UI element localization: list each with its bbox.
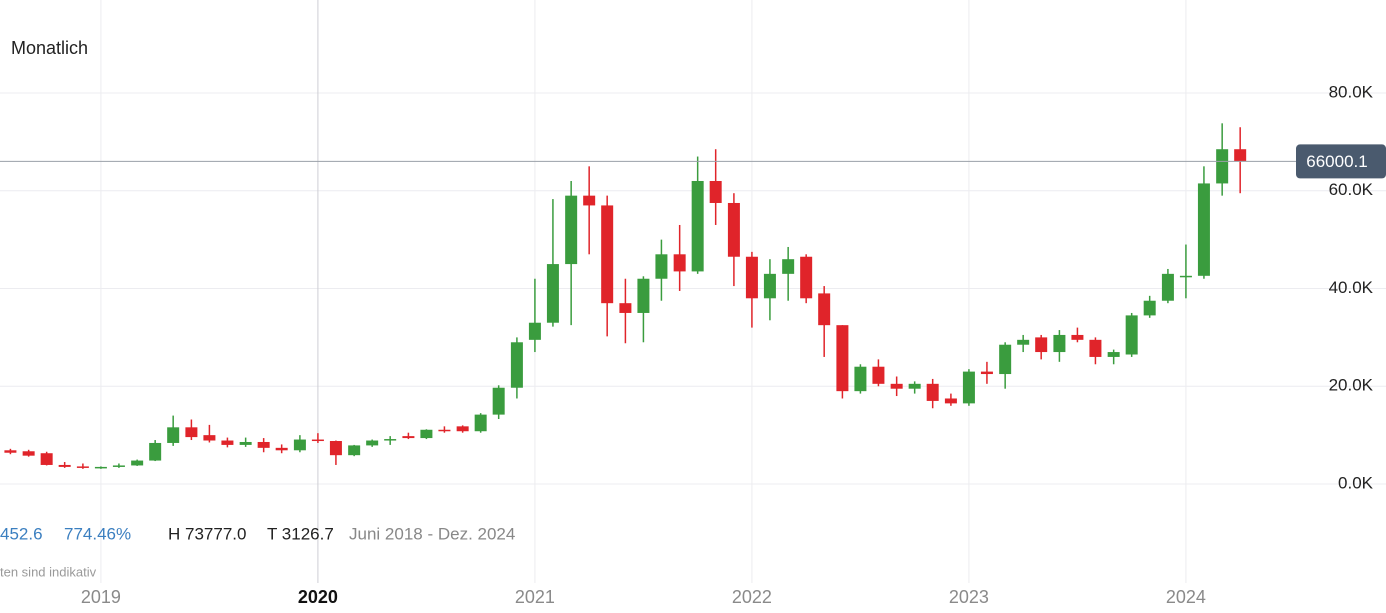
candle-body — [745, 256, 758, 299]
candle-body — [601, 205, 614, 304]
candle-body — [872, 366, 885, 384]
candle-body — [221, 440, 234, 445]
low-stat: T 3126.7 — [267, 524, 334, 543]
grid — [0, 0, 1386, 583]
price-tag — [1296, 144, 1386, 179]
change-pct: 774.46% — [64, 524, 131, 543]
candle-body — [438, 429, 451, 432]
candle-body — [565, 195, 578, 265]
candle-body — [384, 439, 397, 441]
y-tick-label: 80.0K — [1329, 82, 1374, 101]
candle-body — [311, 439, 324, 442]
candle-body — [962, 371, 975, 404]
candle-body — [1234, 149, 1247, 162]
x-tick-label: 2019 — [81, 587, 121, 607]
candle-body — [275, 447, 288, 451]
candle-body — [926, 383, 939, 401]
candle-body — [1017, 339, 1030, 345]
x-tick-label: 2021 — [515, 587, 555, 607]
candle-body — [727, 202, 740, 257]
high-stat: H 73777.0 — [168, 524, 246, 543]
candle-body — [673, 254, 686, 272]
candle-body — [348, 445, 361, 456]
disclaimer: ten sind indikativ — [0, 564, 97, 579]
candle-body — [76, 466, 89, 468]
candle-body — [818, 293, 831, 326]
candle-body — [1197, 183, 1210, 276]
x-tick-label: 2023 — [949, 587, 989, 607]
candle-body — [1071, 334, 1084, 340]
candle-body — [1161, 273, 1174, 301]
candle-body — [1089, 339, 1102, 357]
candle-body — [1107, 352, 1120, 357]
candle-body — [836, 325, 849, 392]
candle-body — [257, 441, 270, 448]
candle-body — [655, 254, 668, 279]
candle-body — [619, 303, 632, 313]
candle-body — [763, 273, 776, 299]
candle-body — [420, 429, 433, 439]
candle-body — [800, 256, 813, 299]
candle-body — [456, 426, 469, 432]
candle-body — [131, 460, 144, 466]
candle-body — [1125, 315, 1138, 355]
candle-body — [944, 398, 957, 404]
candle-body — [402, 436, 415, 439]
candle-body — [329, 441, 342, 456]
candle-body — [1035, 337, 1048, 353]
interval-label: Monatlich — [11, 38, 88, 58]
x-tick-label: 2022 — [732, 587, 772, 607]
candle-body — [185, 427, 198, 438]
candle-body — [637, 278, 650, 313]
candle-body — [782, 259, 795, 274]
candle-body — [22, 451, 35, 456]
candle-body — [366, 440, 379, 446]
candle-body — [58, 464, 71, 467]
candle-body — [149, 442, 162, 461]
candle-body — [1143, 300, 1156, 316]
y-tick-label: 60.0K — [1329, 180, 1374, 199]
candle-body — [40, 453, 53, 465]
candle-body — [999, 344, 1012, 375]
price-tag-label: 66000.1 — [1306, 152, 1367, 171]
candle-body — [510, 342, 523, 388]
x-tick-label: 2020 — [298, 587, 338, 607]
candle-body — [980, 371, 993, 375]
candle-body — [854, 366, 867, 392]
candle-body — [1216, 149, 1229, 184]
date-range: Juni 2018 - Dez. 2024 — [349, 524, 515, 543]
candle-body — [583, 195, 596, 206]
candle-body — [474, 414, 487, 432]
candle-body — [691, 180, 704, 272]
candle-body — [709, 180, 722, 203]
overlay: 0.0K 20.0K 40.0K 60.0K 80.0K 2019 2020 2021 2022… — [0, 82, 1386, 607]
candle-body — [546, 264, 559, 323]
change: 452.6 — [0, 524, 43, 543]
candle-body — [528, 322, 541, 340]
candle-body — [293, 439, 306, 451]
candle-body — [1053, 334, 1066, 353]
candle-body — [94, 466, 107, 469]
candle-body — [908, 383, 921, 389]
y-tick-label: 20.0K — [1329, 376, 1374, 395]
candle-body — [4, 450, 17, 453]
x-tick-label: 2024 — [1166, 587, 1206, 607]
candles — [4, 123, 1247, 469]
y-tick-label: 40.0K — [1329, 278, 1374, 297]
candle-body — [112, 465, 125, 467]
candle-body — [239, 441, 252, 445]
candle-body — [203, 435, 216, 441]
candle-body — [492, 387, 505, 415]
y-tick-label: 0.0K — [1338, 474, 1374, 493]
candle-body — [167, 427, 180, 443]
candle-body — [1179, 275, 1192, 278]
candle-body — [890, 383, 903, 389]
